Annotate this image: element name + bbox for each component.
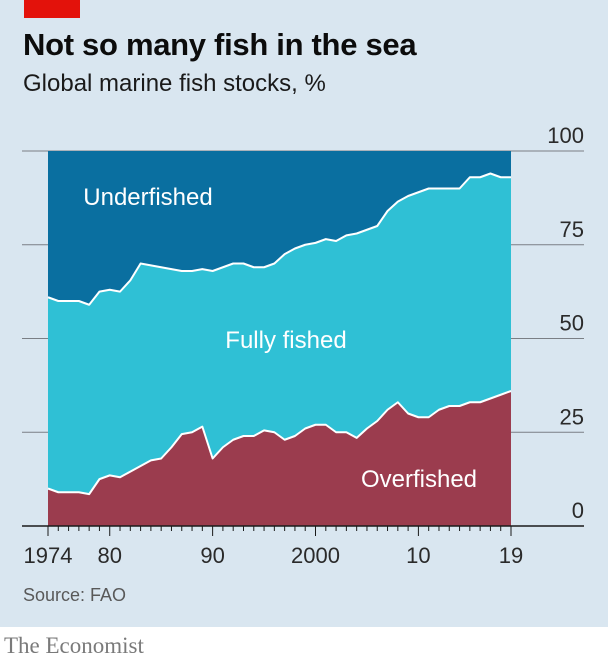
y-tick-label: 50 <box>560 311 584 336</box>
x-tick-label: 90 <box>200 543 224 568</box>
source-note: Source: FAO <box>23 585 127 605</box>
y-tick-label: 100 <box>547 123 584 148</box>
underfished-area <box>48 151 511 305</box>
chart-subtitle: Global marine fish stocks, % <box>23 70 326 97</box>
overfished-label: Overfished <box>361 466 477 493</box>
overfished-area <box>48 391 511 526</box>
fully-fished-boundary-line <box>47 172 511 306</box>
x-tick-label: 10 <box>406 543 430 568</box>
x-tick-labels: 1974 80 90 2000 10 19 <box>24 526 523 568</box>
x-tick-label: 80 <box>97 543 121 568</box>
x-tick-label: 2000 <box>291 543 340 568</box>
y-tick-label: 25 <box>560 404 584 429</box>
publisher-logo: The Economist <box>4 633 144 658</box>
chart-title: Not so many fish in the sea <box>23 27 417 62</box>
stacked-areas <box>48 151 511 526</box>
x-tick-label: 1974 <box>24 543 73 568</box>
x-tick-label: 19 <box>499 543 523 568</box>
y-tick-label: 75 <box>560 217 584 242</box>
overfished-boundary-line <box>47 390 512 496</box>
y-tick-labels: 0 25 50 75 100 <box>547 123 584 523</box>
fully-fished-area <box>48 173 511 495</box>
brand-red-tab <box>24 0 80 18</box>
fully-fished-label: Fully fished <box>225 327 346 354</box>
y-tick-label: 0 <box>572 498 584 523</box>
underfished-label: Underfished <box>83 184 212 211</box>
boundary-lines <box>47 172 512 496</box>
